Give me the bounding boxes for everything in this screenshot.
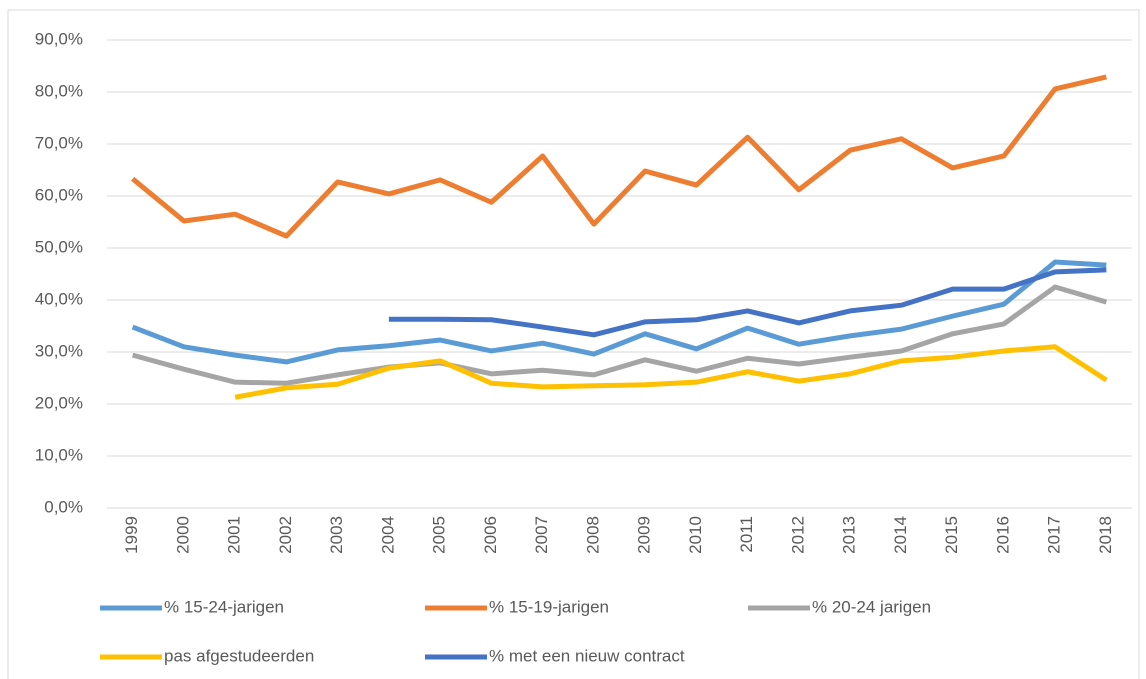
x-tick-label: 2010: [686, 516, 705, 554]
x-tick-label: 1999: [122, 516, 141, 554]
y-tick-label: 0,0%: [44, 497, 83, 516]
x-tick-label: 2002: [276, 516, 295, 554]
series-line: [131, 284, 1108, 386]
y-tick-label: 20,0%: [35, 393, 83, 412]
x-tick-label: 2003: [327, 516, 346, 554]
legend-label: % 15-19-jarigen: [489, 597, 609, 616]
y-tick-label: 90,0%: [35, 29, 83, 48]
series-line: [131, 259, 1107, 365]
x-tick-label: 2005: [430, 516, 449, 554]
legend-label: % met een nieuw contract: [489, 646, 685, 665]
x-tick-label: 2006: [481, 516, 500, 554]
series-line: [388, 267, 1107, 338]
legend-label: % 15-24-jarigen: [164, 597, 284, 616]
x-tick-label: 2004: [378, 516, 397, 554]
y-tick-label: 60,0%: [35, 185, 83, 204]
x-tick-label: 2017: [1045, 516, 1064, 554]
x-tick-label: 2001: [225, 516, 244, 554]
y-tick-label: 50,0%: [35, 237, 83, 256]
x-tick-label: 2009: [635, 516, 654, 554]
legend-label: pas afgestudeerden: [164, 646, 314, 665]
x-tick-label: 2000: [173, 516, 192, 554]
y-tick-label: 30,0%: [35, 341, 83, 360]
x-tick-label: 2018: [1096, 516, 1115, 554]
y-tick-label: 40,0%: [35, 289, 83, 308]
x-tick-label: 2008: [583, 516, 602, 554]
x-tick-label: 2012: [788, 516, 807, 554]
legend-label: % 20-24 jarigen: [812, 597, 931, 616]
x-tick-label: 2015: [942, 516, 961, 554]
x-tick-label: 2014: [891, 516, 910, 554]
y-tick-label: 10,0%: [35, 445, 83, 464]
y-tick-label: 70,0%: [35, 133, 83, 152]
chart-frame: [7, 9, 1140, 679]
x-tick-label: 2007: [532, 516, 551, 554]
y-tick-label: 80,0%: [35, 81, 83, 100]
series-line: [234, 344, 1108, 400]
x-tick-label: 2011: [737, 516, 756, 553]
series-line: [131, 74, 1107, 239]
x-tick-label: 2016: [993, 516, 1012, 554]
x-tick-label: 2013: [840, 516, 859, 554]
